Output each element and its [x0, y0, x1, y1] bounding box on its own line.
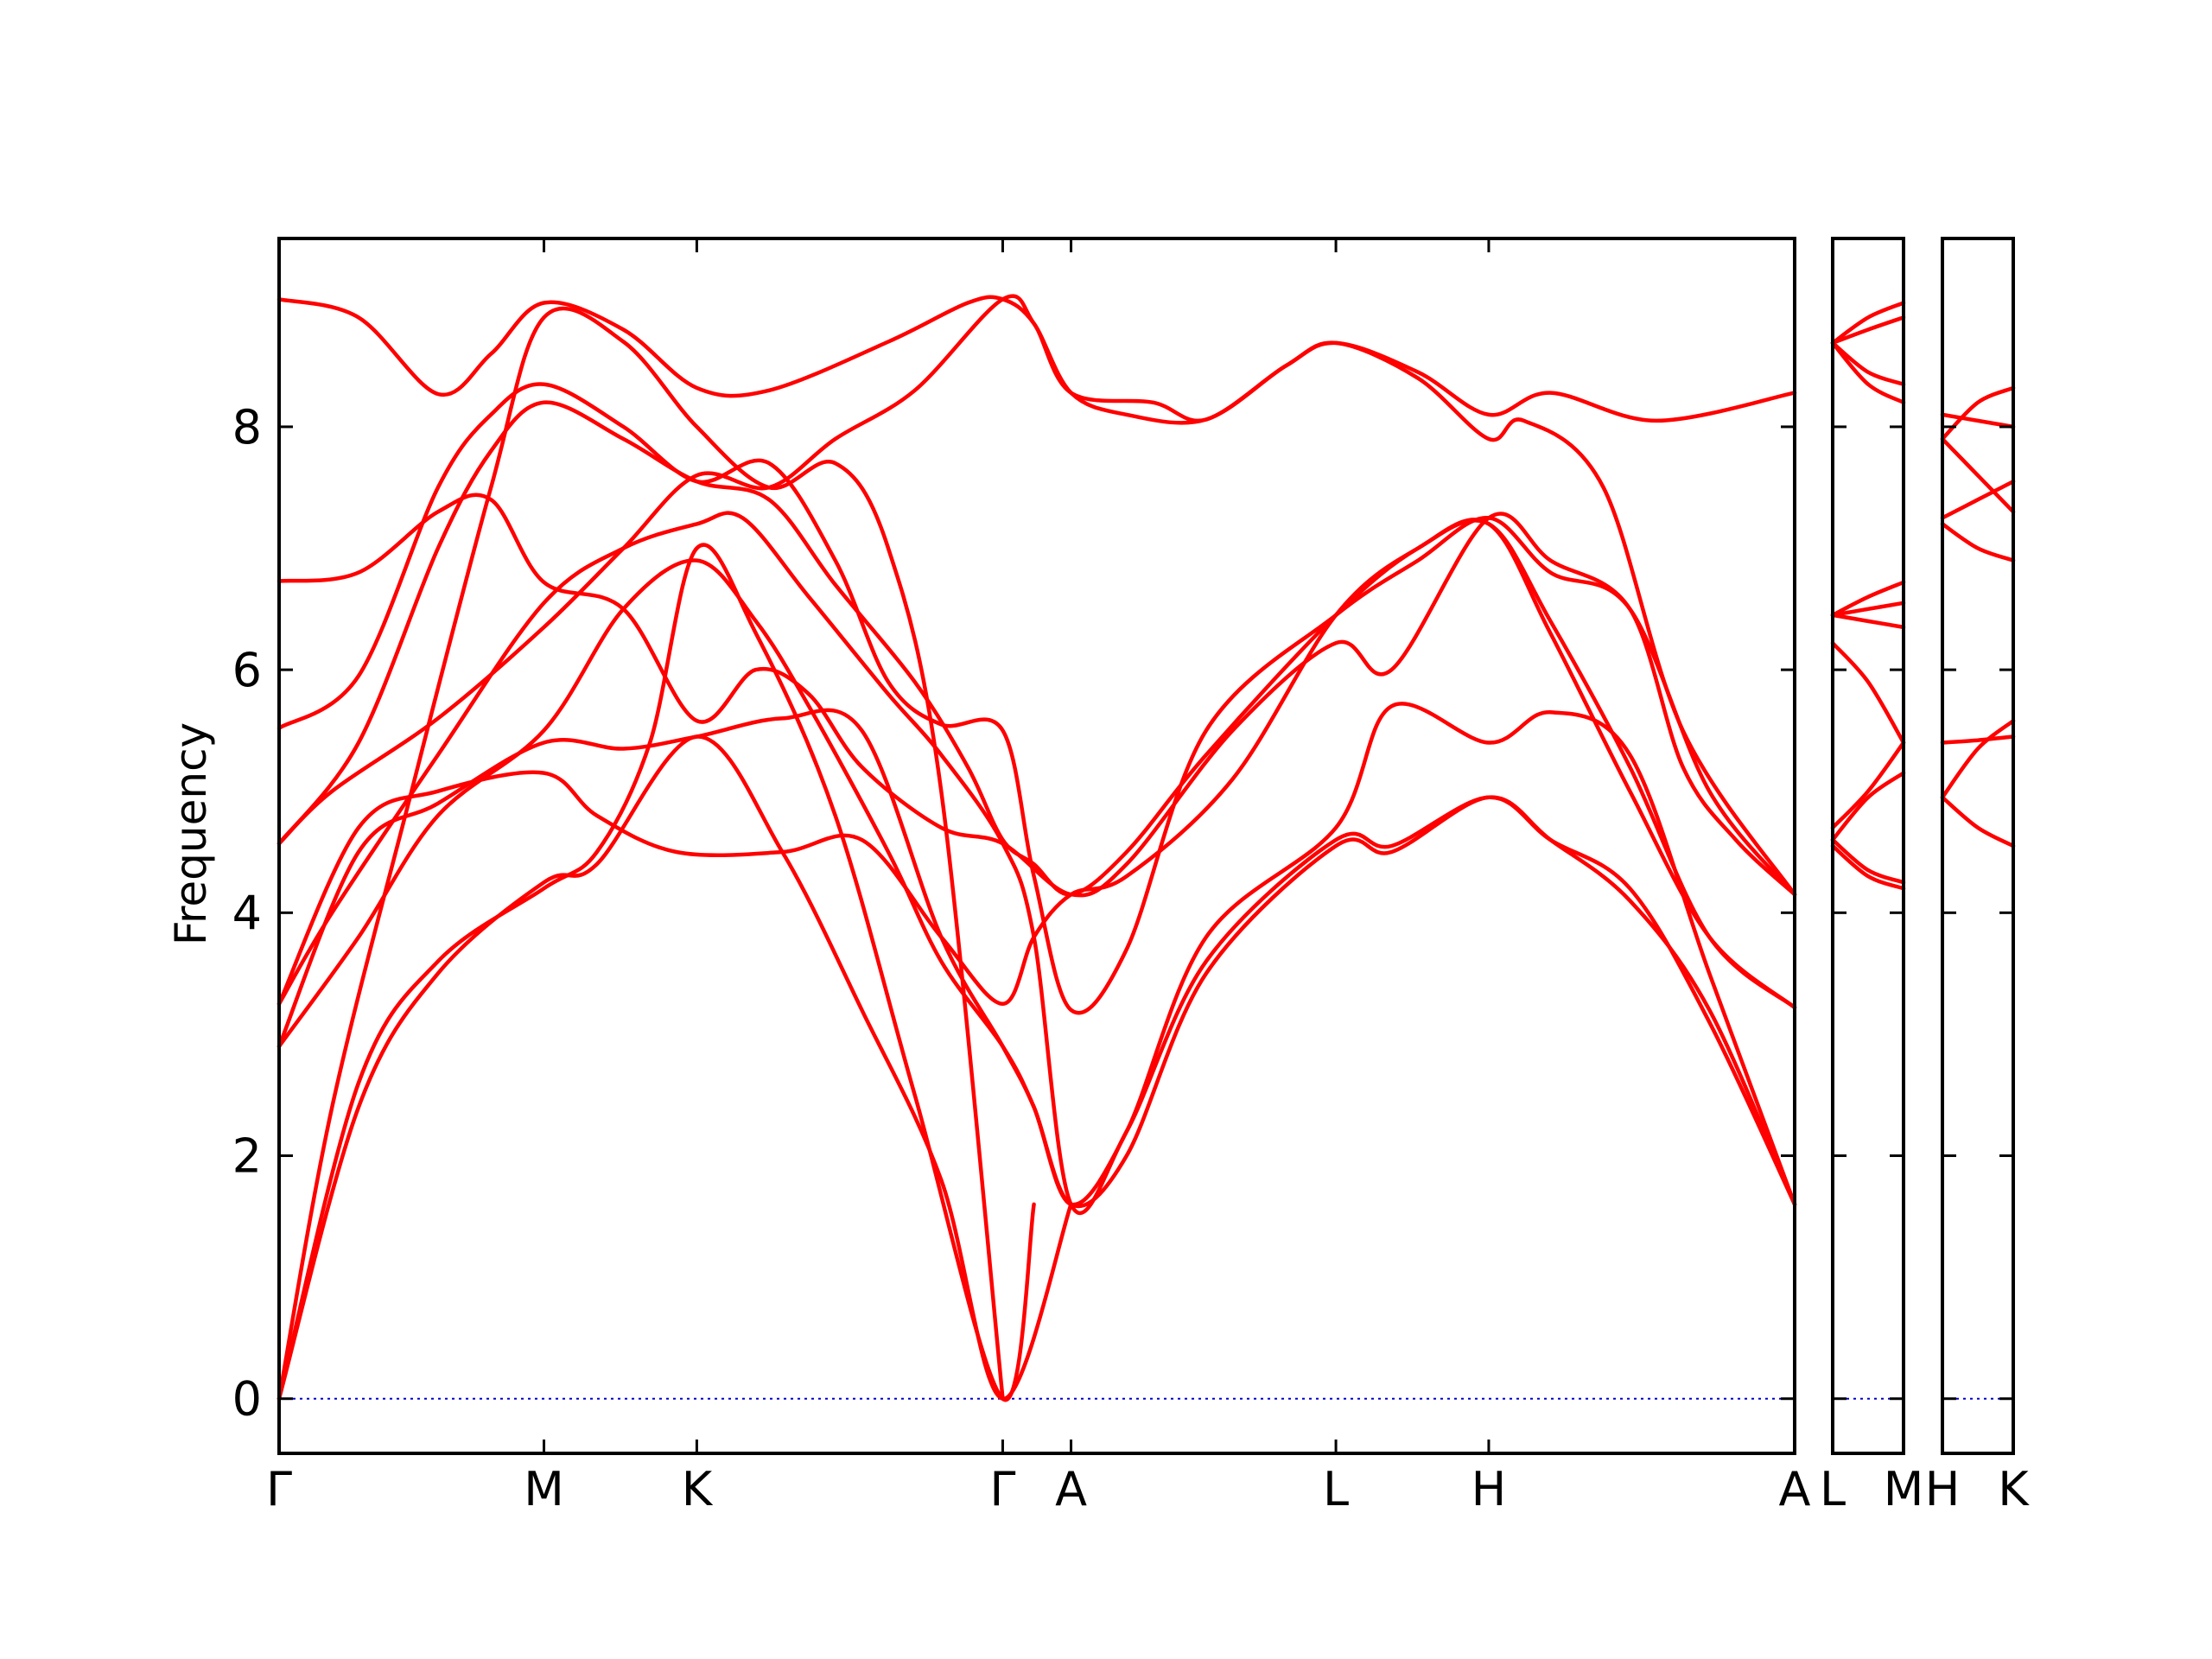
x-tick-label: K	[682, 1462, 714, 1516]
band-line-panel-2-8	[1830, 640, 1906, 745]
bands-layer	[276, 294, 2016, 1402]
band-line-panel-2-4	[1830, 340, 1906, 405]
y-tick-label: 8	[232, 400, 262, 454]
band-line-panel-2-7	[1830, 613, 1906, 630]
plot-frame-panel-3	[1941, 237, 2015, 1455]
band-line-panel-1-12	[276, 306, 1005, 1401]
band-line-panel-1-2	[276, 493, 1797, 898]
band-line-panel-1-1	[276, 295, 1797, 423]
x-tick-label: M	[1884, 1462, 1924, 1516]
y-tick-label: 2	[232, 1129, 262, 1184]
band-line-panel-3-2	[1940, 385, 2016, 442]
band-line-panel-3-1	[1940, 412, 2016, 429]
band-line-panel-1-5	[276, 294, 1797, 897]
x-tick-label: K	[1998, 1462, 2030, 1516]
x-tick-label: L	[1323, 1462, 1349, 1516]
band-line-panel-1-7	[276, 518, 1797, 1010]
band-line-panel-3-8	[1940, 795, 2016, 849]
band-line-panel-2-3	[1830, 340, 1906, 386]
x-tick-label: L	[1820, 1462, 1846, 1516]
band-line-panel-1-3	[276, 382, 1797, 1015]
band-line-panel-3-5	[1940, 522, 2016, 563]
band-line-panel-2-12	[1830, 843, 1906, 891]
plot-frame-panel-1	[277, 237, 1796, 1455]
band-line-panel-2-6	[1830, 601, 1906, 618]
x-tick-label: Γ	[989, 1462, 1015, 1516]
x-tick-label: A	[1055, 1462, 1087, 1516]
y-tick-label: 0	[232, 1372, 262, 1427]
x-tick-label: Γ	[266, 1462, 292, 1516]
x-tick-label: M	[524, 1462, 564, 1516]
band-line-panel-2-2	[1830, 315, 1906, 346]
band-line-panel-1-11	[276, 543, 1036, 1402]
band-line-panel-2-9	[1830, 741, 1906, 830]
y-tick-label: 4	[232, 886, 262, 940]
band-line-panel-1-9	[276, 558, 1797, 1209]
band-line-panel-1-4	[276, 400, 1797, 1010]
band-line-panel-2-5	[1830, 580, 1906, 618]
band-line-panel-3-3	[1940, 436, 2016, 514]
band-line-panel-3-6	[1940, 734, 2016, 745]
y-tick-label: 6	[232, 643, 262, 697]
band-line-panel-2-1	[1830, 301, 1906, 346]
y-axis-title: Frequency	[166, 722, 216, 945]
band-line-panel-1-10	[276, 734, 1073, 1401]
band-line-panel-2-11	[1830, 837, 1906, 885]
x-tick-label: A	[1779, 1462, 1811, 1516]
band-line-panel-3-4	[1940, 479, 2016, 520]
x-tick-label: H	[1925, 1462, 1961, 1516]
band-line-panel-3-7	[1940, 718, 2016, 800]
band-line-panel-1-6	[276, 511, 1797, 1216]
band-line-panel-2-10	[1830, 771, 1906, 842]
plot-frame-panel-2	[1831, 237, 1905, 1455]
x-tick-label: H	[1471, 1462, 1507, 1516]
